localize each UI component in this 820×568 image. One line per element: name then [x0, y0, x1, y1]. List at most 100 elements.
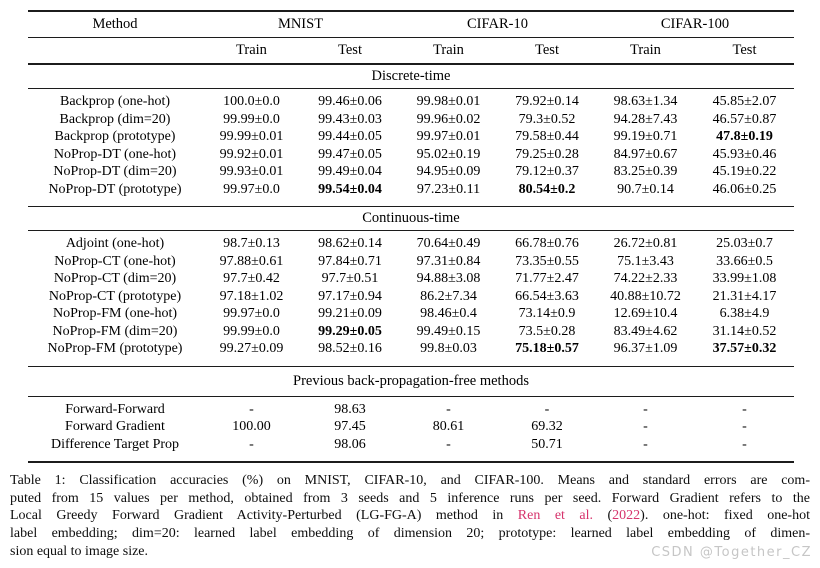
value-cell: - [446, 401, 451, 417]
value-cell: 37.57±0.32 [712, 341, 777, 356]
table-row: NoProp-FM (one-hot) 99.97±0.0 99.21±0.09 98… [28, 305, 794, 323]
method-name-cell: Backprop (one-hot) [59, 94, 171, 109]
value-cell: - [643, 419, 648, 434]
value-cell: 46.57±0.87 [712, 111, 777, 127]
value-cell: 6.38±4.9 [719, 306, 770, 321]
citation-link[interactable]: Ren et al. [517, 508, 594, 524]
caption-line: sion equal to image size. [10, 543, 810, 561]
table-row: Adjoint (one-hot) 98.7±0.13 98.62±0.14 70.6… [28, 231, 794, 253]
caption-line: Table 1: Classification accuracies (%) o… [10, 472, 810, 490]
value-cell: 83.49±4.62 [613, 323, 678, 339]
value-cell: 45.19±0.22 [712, 164, 777, 179]
value-cell: 33.66±0.5 [716, 253, 773, 269]
value-cell: 80.54±0.2 [518, 181, 576, 197]
value-cell: 99.92±0.01 [219, 146, 284, 162]
value-cell: 75.18±0.57 [515, 341, 579, 356]
value-cell: 97.45 [334, 419, 366, 434]
value-cell: 79.12±0.37 [515, 164, 579, 179]
method-name-cell: NoProp-CT (one-hot) [54, 253, 176, 269]
value-cell: 21.31±4.17 [712, 288, 777, 304]
col-header-cifar10: CIFAR-10 [399, 10, 596, 38]
value-cell: - [249, 401, 254, 417]
value-cell: 97.17±0.94 [318, 288, 382, 304]
caption-text: puted from 15 values per method, obtaine… [10, 490, 810, 506]
value-cell: 70.64±0.49 [416, 236, 481, 251]
value-cell: 71.77±2.47 [515, 271, 579, 286]
method-name-cell: Difference Target Prop [28, 435, 202, 463]
value-cell: 73.35±0.55 [515, 253, 579, 269]
col-header-cifar100-train: Train [596, 37, 695, 65]
value-cell: 99.43±0.03 [318, 111, 382, 127]
method-name-cell: Forward-Forward [65, 401, 165, 417]
value-cell: 99.21±0.09 [318, 306, 382, 321]
value-cell: 79.3±0.52 [518, 111, 576, 127]
citation-link[interactable]: 2022 [612, 508, 641, 524]
value-cell: 97.31±0.84 [416, 253, 481, 269]
section-header-row: Previous back-propagation-free methods [28, 365, 794, 397]
value-cell: 97.7±0.42 [223, 271, 280, 286]
caption-text: ( [593, 508, 613, 524]
value-cell: 90.7±0.14 [617, 181, 674, 197]
value-cell: 45.93±0.46 [712, 146, 777, 162]
value-cell: 99.54±0.04 [318, 181, 382, 197]
results-table: Method MNIST CIFAR-10 CIFAR-100 Train Te… [28, 10, 794, 463]
value-cell: 96.37±1.09 [613, 341, 678, 356]
value-cell: 99.99±0.0 [223, 323, 280, 339]
method-name-cell: NoProp-FM (one-hot) [52, 306, 178, 321]
table-row: NoProp-CT (prototype) 97.18±1.02 97.17±0.9… [28, 288, 794, 306]
value-cell: 98.06 [301, 435, 399, 463]
value-cell: 75.1±3.43 [617, 253, 674, 269]
method-name-cell: NoProp-DT (prototype) [48, 181, 182, 197]
value-cell: 26.72±0.81 [613, 236, 678, 251]
value-cell: 98.46±0.4 [420, 306, 477, 321]
col-header-cifar100: CIFAR-100 [596, 10, 794, 38]
value-cell: 25.03±0.7 [716, 236, 773, 251]
value-cell: 99.96±0.02 [416, 111, 481, 127]
caption-text: label embedding; dim=20: learned label e… [10, 526, 810, 542]
value-cell: 99.49±0.04 [318, 164, 382, 179]
value-cell: 99.97±0.01 [416, 129, 481, 144]
section-title: Continuous-time [28, 206, 794, 231]
value-cell: 40.88±10.72 [610, 288, 681, 304]
value-cell: 99.19±0.71 [613, 129, 678, 144]
value-cell: - [399, 435, 498, 463]
method-name-cell: NoProp-DT (one-hot) [53, 146, 177, 162]
value-cell: 100.0±0.0 [223, 94, 280, 109]
value-cell: - [643, 401, 648, 417]
value-cell: 99.8±0.03 [420, 341, 477, 356]
value-cell: - [695, 435, 794, 463]
value-cell: 33.99±1.08 [712, 271, 777, 286]
method-name-cell: Backprop (dim=20) [59, 111, 171, 127]
col-header-cifar10-train: Train [399, 37, 498, 65]
table-row: Forward Gradient 100.00 97.45 80.61 69.32 - - [28, 418, 794, 436]
value-cell: 99.97±0.0 [223, 181, 280, 197]
value-cell: 99.27±0.09 [219, 341, 284, 356]
value-cell: 79.58±0.44 [515, 129, 579, 144]
section-header-row: Discrete-time [28, 63, 794, 89]
value-cell: 98.52±0.16 [318, 341, 382, 356]
value-cell: 84.97±0.67 [613, 146, 678, 162]
value-cell: 98.62±0.14 [318, 236, 382, 251]
subheader-row: Train Test Train Test Train Test [28, 37, 794, 65]
value-cell: 99.99±0.01 [219, 129, 284, 144]
value-cell: 98.7±0.13 [223, 236, 280, 251]
value-cell: 99.47±0.05 [318, 146, 382, 162]
value-cell: 73.5±0.28 [518, 323, 576, 339]
caption-text: Local Greedy Forward Gradient Activity-P… [10, 508, 518, 524]
col-header-mnist: MNIST [202, 10, 399, 38]
value-cell: 97.84±0.71 [318, 253, 382, 269]
table-row: NoProp-DT (one-hot) 99.92±0.01 99.47±0.05 9… [28, 146, 794, 164]
value-cell: 47.8±0.19 [716, 129, 773, 144]
col-header-cifar100-test: Test [695, 37, 794, 65]
table-row: Forward-Forward - 98.63 - - - - [28, 396, 794, 418]
value-cell: 97.88±0.61 [219, 253, 284, 269]
table-row: NoProp-FM (prototype) 99.27±0.09 98.52±0.1… [28, 340, 794, 366]
col-header-mnist-train: Train [202, 37, 301, 65]
value-cell: 99.93±0.01 [219, 164, 284, 179]
value-cell: - [544, 401, 550, 417]
value-cell: 99.49±0.15 [416, 323, 481, 339]
caption-line: Local Greedy Forward Gradient Activity-P… [10, 507, 810, 525]
value-cell: 79.25±0.28 [515, 146, 579, 162]
value-cell: - [202, 435, 301, 463]
